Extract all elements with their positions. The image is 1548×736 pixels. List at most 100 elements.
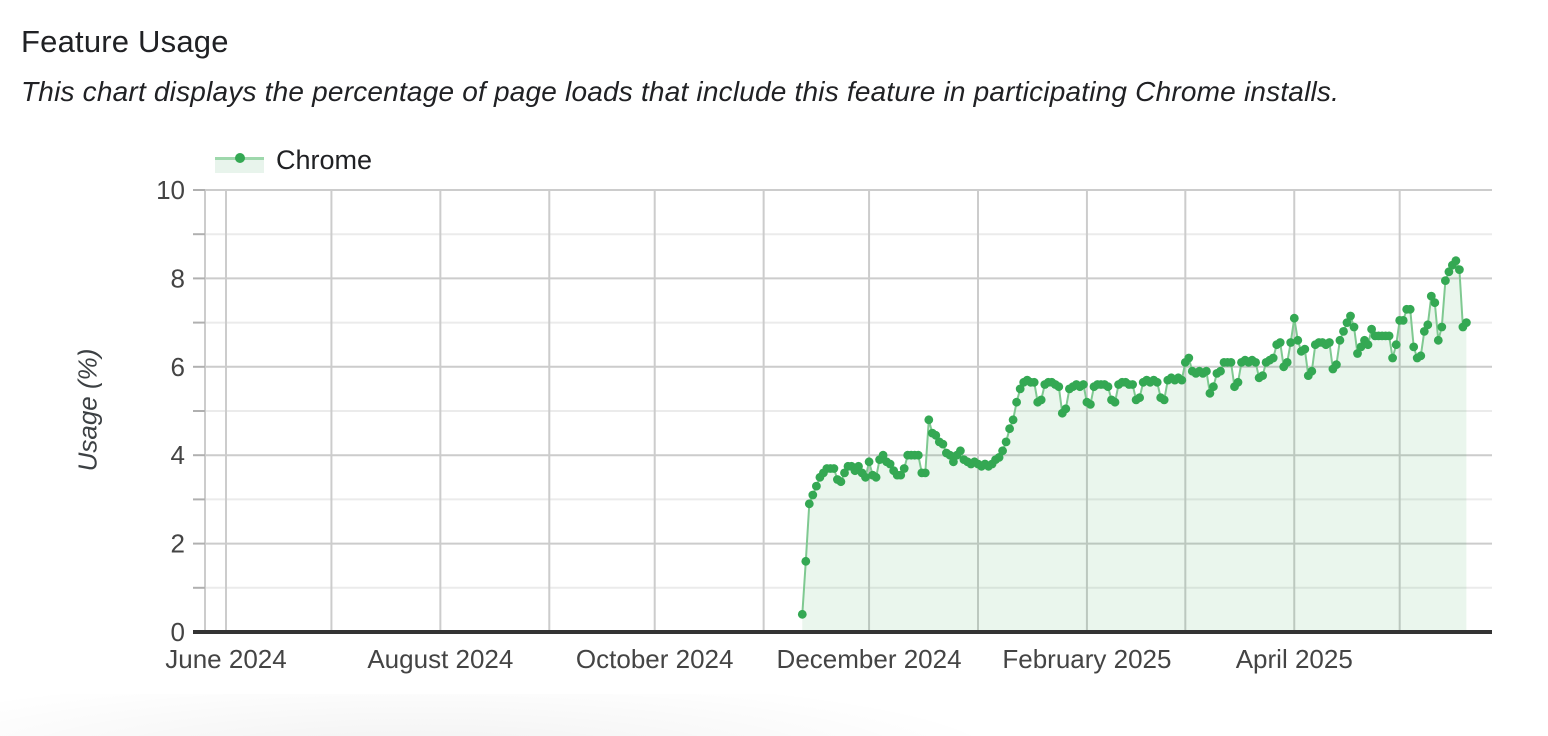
data-point[interactable]: [1159, 395, 1169, 405]
data-point[interactable]: [1423, 320, 1433, 330]
data-point[interactable]: [1462, 318, 1471, 327]
data-point[interactable]: [1001, 437, 1011, 447]
data-point[interactable]: [899, 464, 909, 473]
data-point[interactable]: [1388, 353, 1397, 363]
data-point[interactable]: [1451, 256, 1461, 266]
data-point[interactable]: [1437, 322, 1447, 332]
data-point[interactable]: [1036, 395, 1046, 405]
x-tick-label: August 2024: [367, 644, 513, 674]
legend-area-fill: [215, 157, 264, 173]
data-point[interactable]: [1177, 375, 1187, 385]
data-point[interactable]: [1426, 291, 1436, 301]
data-point[interactable]: [994, 453, 1004, 462]
data-point[interactable]: [1054, 382, 1064, 392]
data-point[interactable]: [812, 481, 821, 491]
data-point[interactable]: [1444, 267, 1454, 277]
data-point[interactable]: [1353, 349, 1362, 358]
data-point[interactable]: [1307, 366, 1317, 376]
data-point[interactable]: [949, 457, 958, 467]
data-point[interactable]: [829, 464, 839, 473]
data-point[interactable]: [1332, 360, 1341, 369]
data-point[interactable]: [1202, 366, 1211, 376]
data-point[interactable]: [836, 477, 846, 487]
data-point[interactable]: [1346, 311, 1355, 321]
data-point[interactable]: [1103, 382, 1113, 392]
data-point[interactable]: [924, 415, 934, 425]
data-point[interactable]: [1216, 366, 1225, 376]
data-point[interactable]: [938, 439, 948, 449]
data-point[interactable]: [801, 556, 811, 566]
data-point[interactable]: [861, 472, 870, 482]
data-point[interactable]: [1455, 265, 1464, 274]
data-point[interactable]: [1325, 338, 1334, 347]
data-point[interactable]: [1275, 338, 1285, 347]
data-point[interactable]: [920, 468, 930, 478]
data-point[interactable]: [1409, 342, 1419, 352]
y-tick-marks: [193, 189, 205, 589]
legend: Chrome: [215, 145, 372, 176]
data-point[interactable]: [1012, 397, 1021, 407]
data-point[interactable]: [1433, 335, 1443, 345]
data-point[interactable]: [1430, 298, 1440, 308]
data-point[interactable]: [1135, 393, 1144, 403]
data-point[interactable]: [1405, 304, 1415, 314]
data-point[interactable]: [1289, 313, 1299, 323]
data-point[interactable]: [1005, 424, 1014, 434]
data-point[interactable]: [1086, 400, 1095, 409]
data-point[interactable]: [1391, 340, 1401, 350]
data-point[interactable]: [1441, 276, 1450, 285]
data-point[interactable]: [1079, 380, 1088, 389]
data-point[interactable]: [1349, 322, 1359, 332]
data-point[interactable]: [1293, 335, 1303, 345]
y-tick-label: 8: [171, 263, 185, 293]
data-point[interactable]: [1363, 340, 1373, 350]
data-point[interactable]: [1356, 342, 1366, 352]
data-point[interactable]: [1226, 358, 1236, 367]
data-point[interactable]: [1367, 324, 1376, 334]
data-point[interactable]: [1110, 397, 1120, 407]
data-point[interactable]: [797, 609, 807, 619]
y-tick-label: 6: [171, 352, 185, 382]
data-point[interactable]: [1061, 404, 1071, 414]
data-point[interactable]: [1300, 344, 1310, 354]
data-point[interactable]: [1029, 377, 1039, 387]
data-point[interactable]: [931, 430, 941, 440]
page-title: Feature Usage: [21, 24, 229, 59]
data-point[interactable]: [1233, 377, 1243, 387]
x-tick-labels: June 2024 August 2024 October 2024 December…: [165, 644, 1353, 674]
data-point[interactable]: [1339, 327, 1348, 336]
data-point[interactable]: [956, 446, 965, 456]
y-tick-label: 2: [171, 529, 185, 559]
data-point[interactable]: [1419, 327, 1429, 336]
data-point[interactable]: [878, 450, 888, 460]
data-point[interactable]: [1205, 388, 1215, 398]
data-point[interactable]: [1416, 351, 1426, 361]
data-point[interactable]: [885, 459, 895, 469]
usage-data-points[interactable]: [797, 256, 1471, 619]
data-point[interactable]: [864, 457, 874, 467]
data-point[interactable]: [1008, 415, 1018, 425]
data-point[interactable]: [1268, 353, 1278, 363]
data-point[interactable]: [1184, 353, 1194, 363]
data-point[interactable]: [1128, 380, 1137, 389]
data-point[interactable]: [896, 470, 906, 480]
data-point[interactable]: [854, 461, 863, 471]
data-point[interactable]: [1398, 316, 1408, 325]
data-point[interactable]: [1282, 358, 1292, 367]
data-point[interactable]: [1286, 338, 1296, 347]
data-point[interactable]: [1335, 335, 1345, 345]
data-point[interactable]: [804, 499, 814, 509]
data-point[interactable]: [1258, 371, 1267, 380]
data-point[interactable]: [1342, 318, 1352, 327]
data-point[interactable]: [871, 472, 881, 482]
data-point[interactable]: [1251, 358, 1260, 367]
data-point[interactable]: [1015, 384, 1025, 394]
data-point[interactable]: [840, 468, 849, 478]
data-point[interactable]: [945, 450, 955, 460]
data-point[interactable]: [913, 450, 923, 460]
data-point[interactable]: [1152, 377, 1162, 387]
data-point[interactable]: [1384, 331, 1394, 341]
data-point[interactable]: [998, 446, 1007, 456]
data-point[interactable]: [808, 490, 818, 500]
data-point[interactable]: [1209, 382, 1218, 392]
